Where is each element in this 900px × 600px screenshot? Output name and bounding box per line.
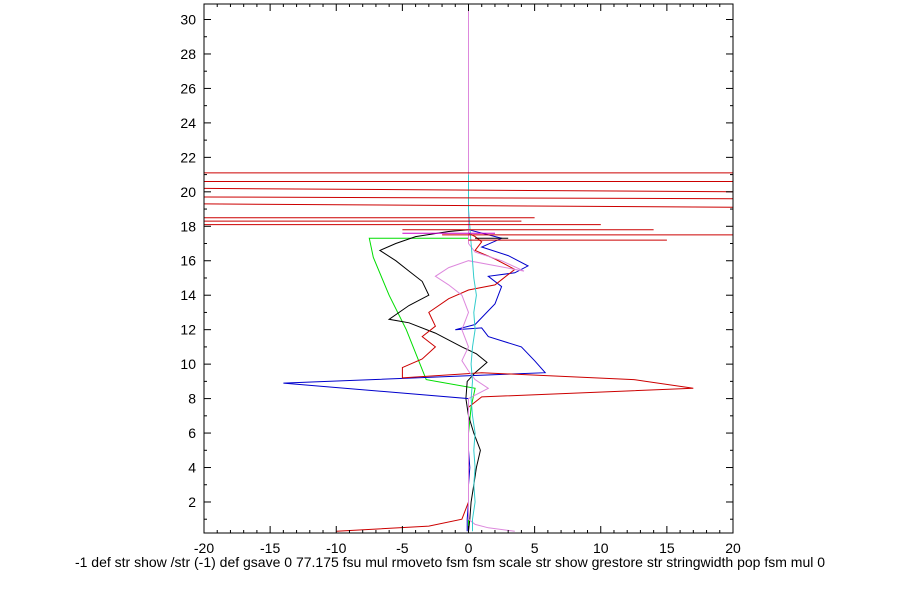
series-line-red-9: [203, 187, 734, 193]
x-tick-label: 5: [531, 540, 539, 556]
x-tick-label: 20: [725, 540, 741, 556]
y-tick-label: 10: [180, 356, 196, 372]
y-tick-label: 16: [180, 253, 196, 269]
series-line-red-11: [203, 203, 734, 208]
x-tick-label: 15: [659, 540, 675, 556]
y-tick-label: 28: [180, 46, 196, 62]
x-tick-label: -5: [396, 540, 409, 556]
x-tick-label: 10: [593, 540, 609, 556]
y-tick-label: 4: [188, 460, 196, 476]
series-line-black-1: [378, 229, 488, 532]
x-tick-label: 0: [465, 540, 473, 556]
y-tick-label: 26: [180, 80, 196, 96]
y-tick-label: 22: [180, 149, 196, 165]
series-line-red-10: [203, 196, 734, 200]
axis-layer: -20 -15 -10 -5 0 5 10 15 20246810121416182022242…: [180, 4, 741, 556]
y-tick-label: 18: [180, 218, 196, 234]
y-tick-label: 14: [180, 287, 196, 303]
y-tick-label: 12: [180, 322, 196, 338]
y-tick-label: 24: [180, 115, 196, 131]
plot-frame: [203, 3, 734, 534]
y-tick-label: 2: [188, 494, 196, 510]
series-layer: [203, 3, 734, 532]
x-tick-label: -15: [260, 540, 280, 556]
y-tick-label: 6: [188, 425, 196, 441]
y-tick-label: 30: [180, 12, 196, 28]
x-axis-label: -1 def str show /str (-1) def gsave 0 77…: [75, 554, 825, 570]
y-tick-label: 20: [180, 184, 196, 200]
y-tick-label: 8: [188, 391, 196, 407]
x-tick-label: -10: [326, 540, 346, 556]
x-tick-label: -20: [194, 540, 214, 556]
